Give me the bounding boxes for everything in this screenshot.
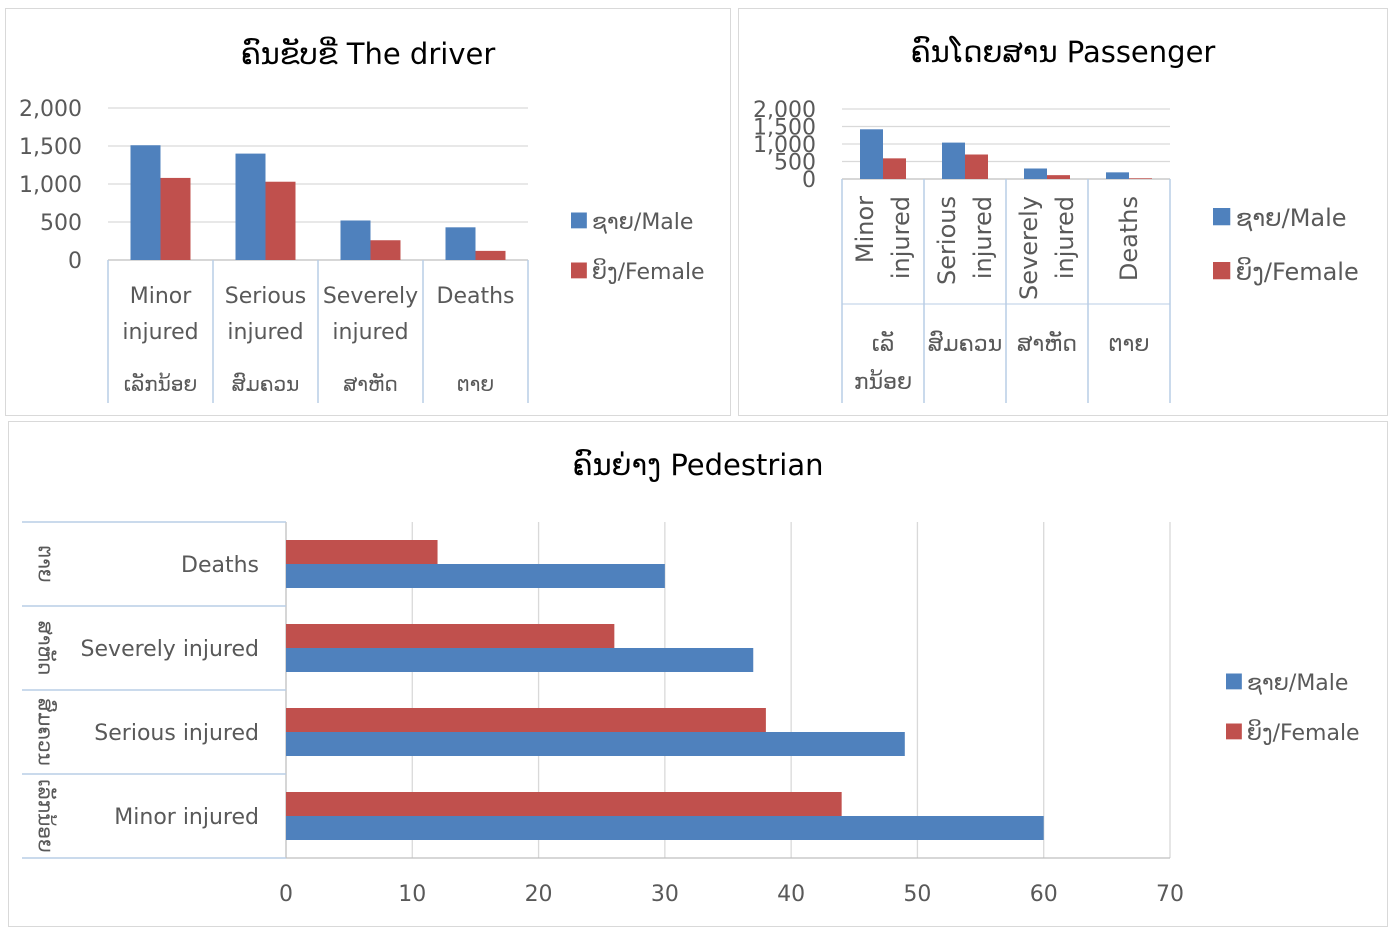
bar-male [235, 153, 266, 260]
bar-female [160, 177, 191, 260]
passenger-chart-title: ຄົນໂດຍສານ Passenger [910, 35, 1216, 69]
bar-male [942, 142, 965, 179]
bar-female [286, 624, 615, 648]
bar-male [860, 129, 883, 179]
x-category-lao-label: ເລັ [872, 331, 895, 357]
x-category-lao-label: ສົມຄວນ [928, 332, 1002, 357]
bar-female [286, 708, 766, 732]
x-tick-label: 30 [651, 882, 679, 907]
x-category-label: Serious [933, 196, 961, 285]
legend-male-label: ຊາຍ/Male [1236, 204, 1347, 232]
bar-female [286, 792, 842, 816]
bar-male [340, 220, 371, 260]
x-category-lao-label: ສາຫັດ [1017, 331, 1077, 357]
x-category-label: injured [969, 196, 997, 279]
y-category-lao-label: ສາຫັດ [34, 621, 58, 676]
x-category-label: injured [227, 320, 303, 345]
x-category-label: Severely [1015, 196, 1043, 300]
y-category-lao-label: ເລັກນ້ອຍ [34, 779, 58, 852]
bar-female [475, 250, 506, 260]
driver-chart-panel: ຄົນຂັບຂີ່ The driver [5, 8, 731, 416]
pedestrian-chart-panel: ຄົນຍ່າງ Pedestrian [8, 421, 1388, 927]
x-category-lao-label: ເລັກນ້ອຍ [124, 372, 197, 396]
x-category-label: Minor [130, 284, 192, 309]
legend-female-label: ຍິງ/Female [1247, 720, 1360, 746]
x-tick-label: 40 [777, 882, 805, 907]
passenger-chart-panel: ຄົນໂດຍສານ Passenger [738, 8, 1388, 416]
y-category-lao-label: ສົມຄວນ [34, 698, 58, 766]
x-tick-label: 10 [398, 882, 426, 907]
x-category-lao-label: ຕາຍ [457, 372, 494, 396]
y-tick-label: 2,000 [753, 98, 816, 123]
legend-male-swatch [1226, 673, 1242, 690]
y-category-label: Severely injured [81, 637, 259, 662]
bar-male [286, 816, 1044, 840]
x-category-label: Minor [851, 196, 879, 263]
bar-male [130, 145, 161, 260]
x-category-label: Severely [323, 284, 418, 309]
pedestrian-chart-title: ຄົນຍ່າງ Pedestrian [572, 448, 824, 482]
bar-male [1106, 172, 1129, 179]
x-category-lao-label: ສົມຄວນ [232, 372, 300, 396]
legend-female-swatch [1213, 262, 1231, 280]
y-tick-label: 2,000 [19, 97, 82, 122]
x-tick-label: 50 [903, 882, 931, 907]
y-tick-label: 0 [68, 249, 82, 274]
legend-female-label: ຍິງ/Female [1236, 257, 1359, 286]
y-tick-label: 1,000 [19, 173, 82, 198]
x-category-lao-label: ສາຫັດ [343, 372, 398, 396]
y-category-label: Minor injured [114, 805, 259, 830]
y-tick-label: 500 [40, 211, 82, 236]
legend-male-label: ຊາຍ/Male [592, 210, 694, 235]
driver-chart-title: ຄົນຂັບຂີ່ The driver [240, 37, 496, 71]
x-category-label: injured [122, 320, 198, 345]
legend-female-swatch [1226, 723, 1242, 740]
y-category-label: Serious injured [94, 721, 259, 746]
bar-female [883, 158, 906, 179]
bar-male [286, 648, 754, 672]
bar-female [965, 154, 988, 179]
bar-female [370, 240, 401, 260]
x-category-lao-label: ຕາຍ [1108, 332, 1149, 357]
x-category-label: Deaths [437, 284, 515, 309]
y-category-label: Deaths [181, 553, 259, 578]
legend-female-swatch [571, 262, 587, 279]
x-category-label: injured [887, 196, 915, 279]
x-tick-label: 0 [279, 882, 293, 907]
x-category-label: injured [332, 320, 408, 345]
x-tick-label: 60 [1030, 882, 1058, 907]
bar-female [1129, 178, 1152, 179]
legend-male-label: ຊາຍ/Male [1247, 671, 1349, 696]
y-category-lao-label: ຕາຍ [34, 545, 58, 582]
x-tick-label: 20 [525, 882, 553, 907]
x-category-lao-label: ກນ້ອຍ [854, 370, 912, 395]
bar-male [1024, 168, 1047, 179]
y-tick-label: 1,500 [19, 135, 82, 160]
x-category-label: Serious [225, 284, 307, 309]
bar-male [445, 227, 476, 260]
bar-female [265, 181, 296, 260]
legend-male-swatch [571, 212, 587, 229]
x-tick-label: 70 [1156, 882, 1184, 907]
bar-female [1047, 175, 1070, 179]
bar-female [286, 540, 438, 564]
y-tick-label: 0 [802, 168, 816, 193]
bar-male [286, 732, 905, 756]
legend-female-label: ຍິງ/Female [592, 259, 705, 285]
legend-male-swatch [1213, 208, 1231, 226]
y-tick-label: 500 [774, 151, 816, 176]
bar-male [286, 564, 665, 588]
y-tick-label: 1,000 [753, 133, 816, 158]
y-tick-label: 1,500 [753, 116, 816, 141]
x-category-label: injured [1051, 196, 1079, 279]
x-category-label: Deaths [1115, 196, 1143, 281]
